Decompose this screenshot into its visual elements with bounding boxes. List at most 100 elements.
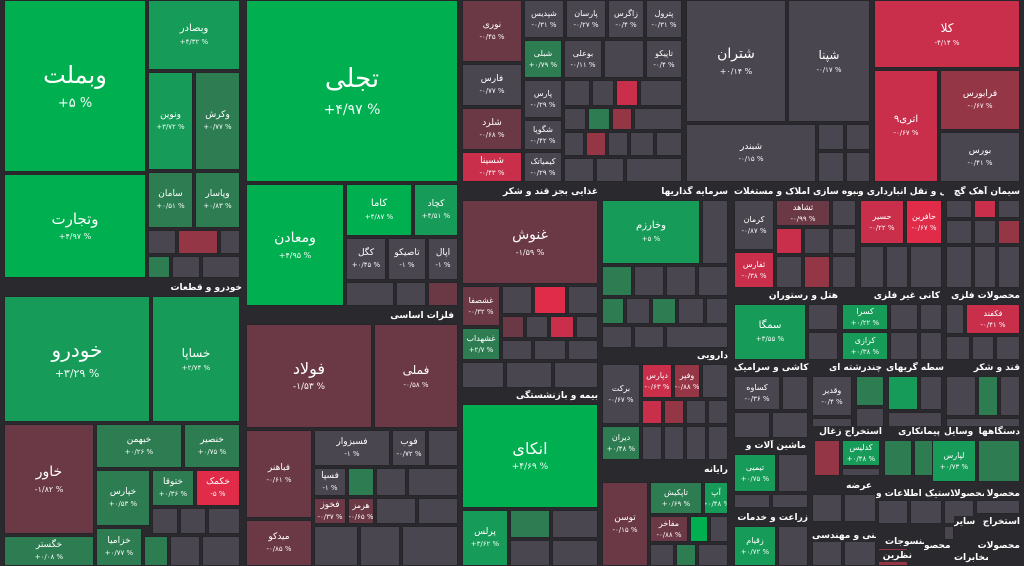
stock-tile-small[interactable] — [652, 298, 676, 324]
stock-tile-small[interactable] — [502, 286, 532, 314]
stock-tile-small[interactable] — [978, 376, 998, 416]
stock-tile[interactable]: خاور -۱/۸۲ % — [4, 424, 94, 534]
stock-tile-small[interactable] — [588, 108, 610, 130]
stock-tile[interactable]: بوعلی -۰/۱۱ % — [564, 40, 602, 78]
stock-tile-small[interactable] — [920, 376, 942, 410]
stock-tile[interactable]: بورس -۰/۴۱ % — [940, 132, 1020, 182]
stock-tile-small[interactable] — [666, 326, 728, 348]
stock-tile-small[interactable] — [612, 108, 632, 130]
stock-tile-small[interactable] — [502, 340, 532, 360]
stock-tile-small[interactable] — [702, 200, 728, 264]
stock-tile-small[interactable] — [552, 510, 598, 538]
stock-tile-small[interactable] — [772, 494, 808, 508]
stock-tile-small[interactable] — [808, 332, 838, 360]
stock-tile-small[interactable] — [506, 362, 552, 388]
stock-tile-small[interactable] — [314, 526, 358, 566]
stock-tile-small[interactable] — [832, 256, 856, 288]
stock-tile[interactable]: خگستر +۰/۰۸ % — [4, 536, 94, 566]
stock-tile[interactable]: تاپیکو -۰/۴ % — [646, 40, 682, 78]
stock-tile-small[interactable] — [886, 246, 908, 288]
stock-tile[interactable]: آپ +۰/۴۸ % — [704, 482, 728, 514]
stock-tile[interactable]: تیمیی +۰/۷۵ % — [734, 454, 776, 492]
stock-tile-small[interactable] — [534, 286, 566, 314]
stock-tile-small[interactable] — [202, 256, 240, 278]
stock-tile-small[interactable] — [996, 336, 1020, 360]
stock-tile-small[interactable] — [772, 412, 808, 438]
stock-tile[interactable]: کسرا +۰/۲۲ % — [842, 304, 888, 330]
stock-tile-small[interactable] — [706, 298, 728, 324]
stock-tile-small[interactable] — [568, 340, 598, 360]
stock-tile[interactable]: ونوین +۳/۷۲ % — [148, 72, 193, 170]
stock-tile-small[interactable] — [666, 266, 696, 296]
stock-tile-small[interactable] — [170, 536, 200, 566]
stock-tile-small[interactable] — [408, 468, 458, 496]
stock-tile[interactable]: فارس -۰/۷۷ % — [462, 64, 522, 106]
stock-tile-small[interactable] — [634, 326, 664, 348]
stock-tile-small[interactable] — [602, 266, 632, 296]
stock-tile-small[interactable] — [626, 298, 650, 324]
stock-tile-small[interactable] — [152, 508, 178, 534]
stock-tile[interactable]: برکت -۰/۶۷ % — [602, 364, 640, 424]
stock-tile[interactable]: لپارس +۰/۷۳ % — [932, 440, 976, 482]
stock-tile[interactable]: خودرو +۳/۲۹ % — [4, 296, 150, 422]
stock-tile[interactable]: فرابورس -۰/۶۷ % — [940, 70, 1020, 130]
stock-tile-small[interactable] — [360, 526, 400, 566]
stock-tile[interactable]: شپدیس -۰/۳۱ % — [524, 0, 564, 38]
stock-tile[interactable]: وبصادر +۴/۳۲ % — [148, 0, 240, 70]
stock-tile-small[interactable] — [180, 508, 206, 534]
stock-tile-small[interactable] — [998, 220, 1020, 244]
stock-tile[interactable]: شتران +۰/۱۴ % — [686, 0, 786, 122]
stock-tile[interactable]: وفپر -۰/۸۸ % — [674, 364, 700, 398]
stock-tile[interactable]: پرلس +۳/۶۲ % — [462, 510, 508, 566]
stock-tile-small[interactable] — [946, 376, 976, 416]
stock-tile[interactable]: وپاسار +۰/۸۳ % — [195, 172, 240, 228]
stock-tile-small[interactable] — [664, 400, 684, 424]
stock-tile[interactable]: دپارس -۰/۶۳ % — [642, 364, 672, 398]
stock-tile[interactable]: ومعادن +۴/۹۵ % — [246, 184, 344, 306]
stock-tile-small[interactable] — [946, 304, 964, 334]
stock-tile-small[interactable] — [690, 516, 708, 542]
stock-tile-small[interactable] — [698, 544, 728, 566]
stock-tile-small[interactable] — [564, 158, 594, 182]
stock-tile[interactable]: شگویا -۰/۴۲ % — [524, 120, 562, 150]
stock-tile-small[interactable] — [708, 400, 728, 424]
stock-tile[interactable]: غنوش -۱/۵۹ % — [462, 200, 598, 284]
stock-tile[interactable]: خبهمن +۰/۲۶ % — [96, 424, 182, 468]
stock-tile[interactable]: نوری -۰/۴۵ % — [462, 0, 522, 62]
stock-tile-small[interactable] — [814, 440, 840, 476]
stock-tile-small[interactable] — [686, 400, 706, 424]
stock-tile[interactable]: تاپکیش +۰/۶۹ % — [650, 482, 702, 514]
stock-tile-small[interactable] — [564, 108, 586, 130]
stock-tile-small[interactable] — [608, 132, 628, 156]
stock-tile-small[interactable] — [946, 336, 970, 360]
stock-tile-small[interactable] — [178, 230, 218, 254]
stock-tile-small[interactable] — [860, 246, 884, 288]
stock-tile-small[interactable] — [778, 454, 808, 492]
stock-tile-small[interactable] — [202, 536, 240, 566]
stock-tile[interactable]: خساپا +۲/۷۴ % — [152, 296, 240, 422]
stock-tile-small[interactable] — [602, 298, 624, 324]
stock-tile-small[interactable] — [776, 256, 802, 288]
stock-tile[interactable]: فسبزوار -۱ % — [314, 430, 390, 466]
stock-tile-small[interactable] — [510, 510, 550, 538]
stock-tile-small[interactable] — [604, 40, 644, 78]
stock-tile[interactable]: توسن -۰/۱۵ % — [602, 482, 648, 566]
stock-tile[interactable]: شبندر -۰/۱۵ % — [686, 124, 816, 182]
stock-tile-small[interactable] — [220, 230, 240, 254]
stock-tile-small[interactable] — [978, 440, 1020, 482]
stock-tile[interactable]: فسپا -۱ % — [314, 468, 346, 496]
stock-tile-small[interactable] — [910, 500, 942, 524]
stock-tile-small[interactable] — [596, 158, 624, 182]
stock-tile[interactable]: شپنا -۰/۱۷ % — [788, 0, 870, 122]
stock-tile-small[interactable] — [676, 544, 696, 566]
stock-tile-small[interactable] — [634, 108, 682, 130]
stock-tile-small[interactable] — [396, 282, 426, 306]
stock-tile-small[interactable] — [998, 200, 1020, 218]
stock-tile-small[interactable] — [148, 230, 176, 254]
stock-tile-small[interactable] — [534, 340, 566, 360]
stock-tile-small[interactable] — [650, 544, 674, 566]
stock-tile[interactable]: کرمان -۰/۸۷ % — [734, 200, 774, 250]
stock-tile-small[interactable] — [844, 494, 876, 522]
stock-tile[interactable]: زقیام +۰/۷۲ % — [734, 526, 776, 566]
stock-tile-small[interactable] — [1000, 376, 1020, 416]
